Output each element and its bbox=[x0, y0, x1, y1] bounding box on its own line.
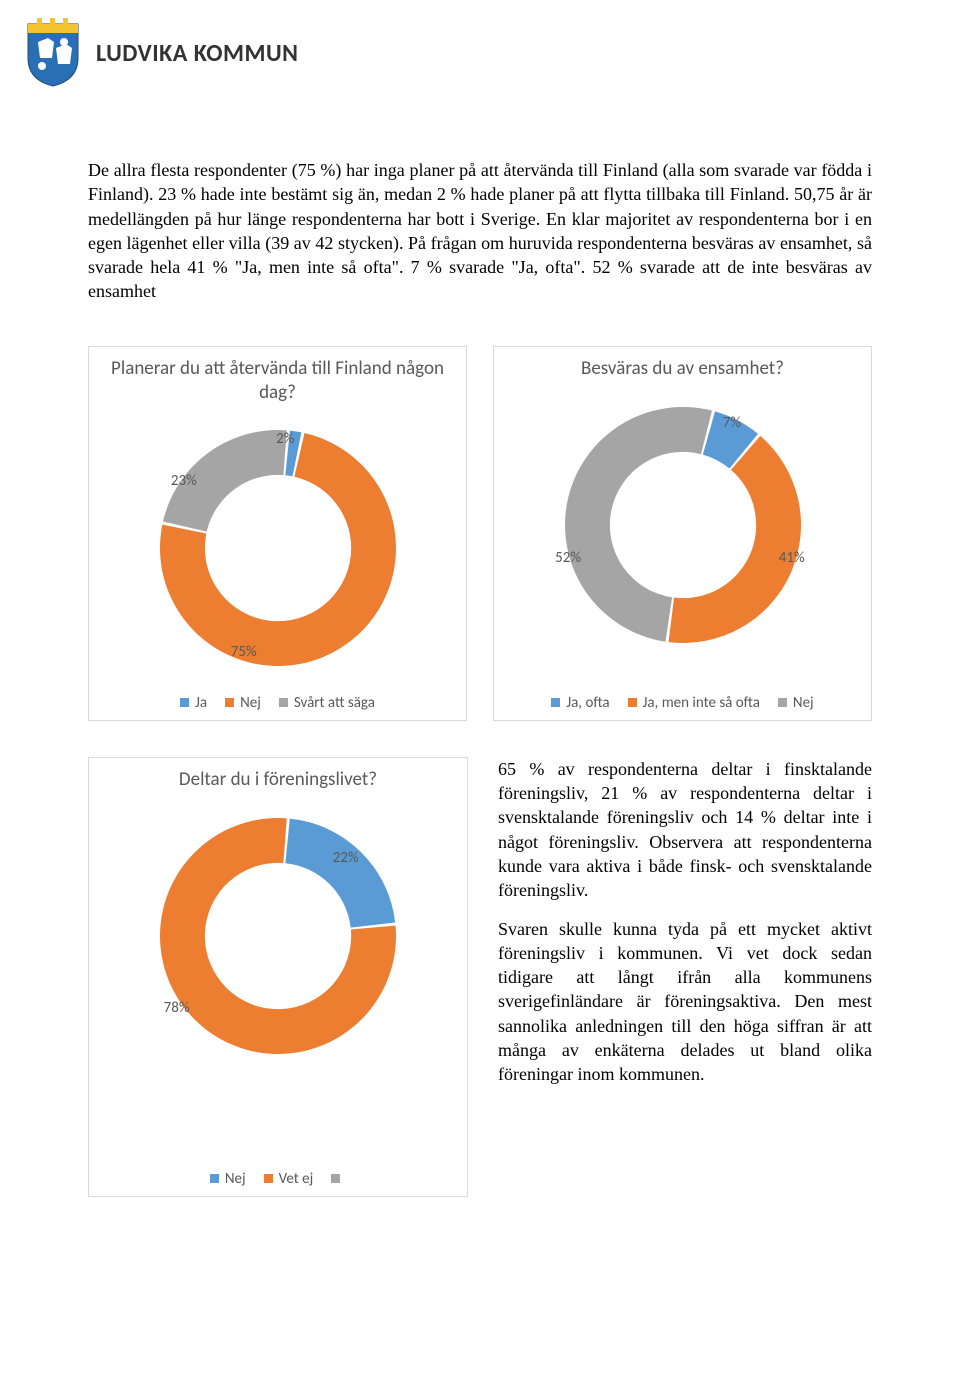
legend-swatch-icon bbox=[551, 698, 560, 707]
legend-label: Nej bbox=[793, 694, 814, 712]
legend-item: Nej bbox=[225, 694, 261, 712]
legend-swatch-icon bbox=[180, 698, 189, 707]
side-paragraph: 65 % av respondenterna deltar i finsktal… bbox=[498, 757, 872, 903]
legend-swatch-icon bbox=[210, 1174, 219, 1183]
slice-label: 52% bbox=[555, 549, 581, 567]
org-name: LUDVIKA KOMMUN bbox=[96, 39, 298, 68]
municipal-crest-icon bbox=[24, 18, 82, 88]
legend-label: Nej bbox=[240, 694, 261, 712]
slice-label: 2% bbox=[276, 430, 294, 448]
legend-item bbox=[331, 1174, 346, 1183]
legend-label: Ja, ofta bbox=[566, 694, 609, 712]
slice-label: 23% bbox=[171, 472, 197, 490]
section-2: Deltar du i föreningslivet? 22% 78% Nej Ve… bbox=[0, 721, 960, 1217]
chart-title: Besväras du av ensamhet? bbox=[581, 357, 784, 381]
legend-item: Ja, ofta bbox=[551, 694, 609, 712]
chart-return-finland: Planerar du att återvända till Finland n… bbox=[88, 346, 467, 721]
legend-swatch-icon bbox=[331, 1174, 340, 1183]
legend-swatch-icon bbox=[225, 698, 234, 707]
slice-label: 41% bbox=[779, 549, 805, 567]
chart-associations: Deltar du i föreningslivet? 22% 78% Nej Ve… bbox=[88, 757, 468, 1197]
slice-label: 7% bbox=[723, 414, 741, 432]
donut-slice bbox=[668, 435, 800, 642]
legend-item: Vet ej bbox=[264, 1170, 314, 1188]
chart-title: Deltar du i föreningslivet? bbox=[179, 768, 377, 792]
legend-item: Nej bbox=[210, 1170, 246, 1188]
charts-row-1: Planerar du att återvända till Finland n… bbox=[0, 328, 960, 721]
legend-swatch-icon bbox=[628, 698, 637, 707]
chart-title: Planerar du att återvända till Finland n… bbox=[101, 357, 454, 405]
legend-swatch-icon bbox=[279, 698, 288, 707]
legend-swatch-icon bbox=[264, 1174, 273, 1183]
legend-swatch-icon bbox=[778, 698, 787, 707]
intro-paragraph: De allra flesta respondenter (75 %) har … bbox=[0, 98, 960, 328]
chart-legend: Nej Vet ej bbox=[210, 1160, 346, 1188]
chart-legend: Ja Nej Svårt att säga bbox=[180, 684, 375, 712]
slice-label: 22% bbox=[333, 849, 359, 867]
legend-label: Nej bbox=[225, 1170, 246, 1188]
legend-item: Nej bbox=[778, 694, 814, 712]
legend-item: Ja bbox=[180, 694, 207, 712]
legend-label: Svårt att säga bbox=[294, 694, 375, 712]
legend-item: Ja, men inte så ofta bbox=[628, 694, 760, 712]
donut-chart: 2% 75% 23% bbox=[148, 418, 408, 678]
slice-label: 78% bbox=[164, 999, 190, 1017]
donut-chart: 7% 41% 52% bbox=[553, 395, 813, 655]
donut-slice bbox=[285, 818, 395, 927]
donut-chart: 22% 78% bbox=[148, 806, 408, 1066]
chart-legend: Ja, ofta Ja, men inte så ofta Nej bbox=[551, 684, 813, 712]
legend-item: Svårt att säga bbox=[279, 694, 375, 712]
legend-label: Ja bbox=[195, 694, 207, 712]
legend-label: Ja, men inte så ofta bbox=[643, 694, 760, 712]
chart-loneliness: Besväras du av ensamhet? 7% 41% 52% Ja, of… bbox=[493, 346, 872, 721]
legend-label: Vet ej bbox=[279, 1170, 314, 1188]
side-text: 65 % av respondenterna deltar i finsktal… bbox=[498, 757, 872, 1087]
page-header: LUDVIKA KOMMUN bbox=[0, 0, 960, 98]
slice-label: 75% bbox=[231, 643, 257, 661]
side-paragraph: Svaren skulle kunna tyda på ett mycket a… bbox=[498, 917, 872, 1087]
